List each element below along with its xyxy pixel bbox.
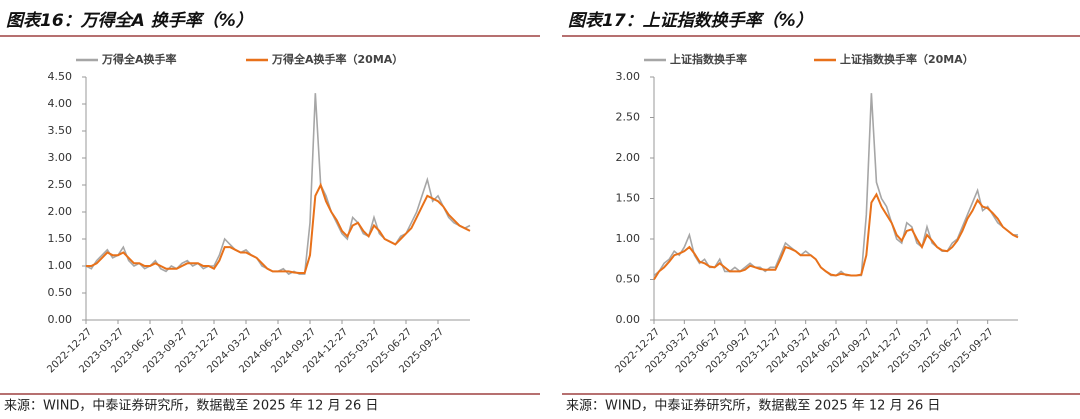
series-line bbox=[85, 93, 471, 276]
y-tick-label: 2.50 bbox=[616, 111, 641, 124]
y-tick-label: 0.00 bbox=[616, 313, 641, 326]
chart-title: 图表16：万得全A 换手率（%） bbox=[6, 11, 253, 31]
legend-label: 万得全A换手率（20MA） bbox=[271, 52, 403, 66]
source-note: 来源：WIND，中泰证券研究所，数据截至 2025 年 12 月 26 日 bbox=[566, 398, 940, 414]
y-tick-label: 3.50 bbox=[48, 124, 73, 137]
source-note: 来源：WIND，中泰证券研究所，数据截至 2025 年 12 月 26 日 bbox=[4, 398, 378, 414]
series-line bbox=[653, 93, 1018, 277]
series-line bbox=[653, 192, 1019, 281]
y-tick-label: 0.50 bbox=[48, 286, 73, 299]
legend-label: 上证指数换手率 bbox=[670, 52, 747, 66]
y-tick-label: 1.00 bbox=[48, 259, 73, 272]
y-tick-label: 1.50 bbox=[616, 192, 641, 205]
y-tick-label: 2.50 bbox=[48, 178, 73, 191]
y-tick-label: 4.00 bbox=[48, 97, 73, 110]
y-tick-label: 4.50 bbox=[48, 70, 73, 83]
y-tick-label: 2.00 bbox=[48, 205, 73, 218]
y-tick-label: 3.00 bbox=[616, 70, 641, 83]
legend-label: 万得全A换手率 bbox=[101, 52, 177, 66]
y-tick-label: 1.50 bbox=[48, 232, 73, 245]
legend-label: 上证指数换手率（20MA） bbox=[840, 52, 974, 66]
y-tick-label: 0.50 bbox=[616, 273, 641, 286]
chart-title: 图表17：上证指数换手率（%） bbox=[568, 11, 813, 31]
y-tick-label: 1.00 bbox=[616, 232, 641, 245]
y-tick-label: 3.00 bbox=[48, 151, 73, 164]
y-tick-label: 2.00 bbox=[616, 151, 641, 164]
series-line bbox=[86, 182, 471, 275]
y-tick-label: 0.00 bbox=[48, 313, 73, 326]
